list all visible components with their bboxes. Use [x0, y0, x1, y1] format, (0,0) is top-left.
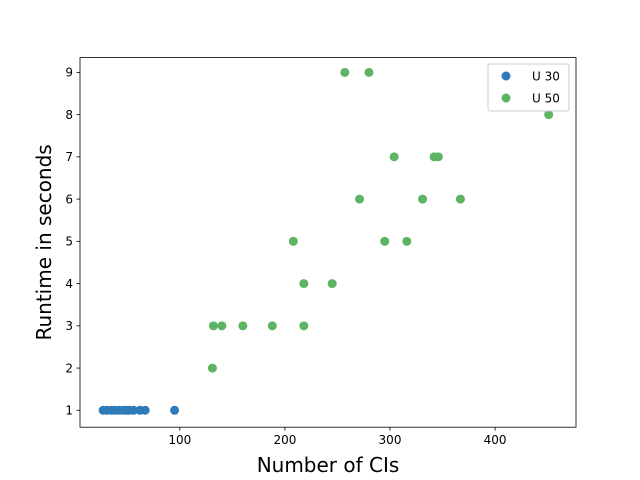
data-points: [98, 67, 554, 415]
y-tick-label: 5: [65, 235, 73, 249]
data-point-u50: [217, 321, 227, 331]
legend: U 30 U 50: [487, 63, 570, 112]
data-point-u50: [288, 236, 298, 246]
data-point-u30: [170, 405, 180, 415]
x-tick-label: 400: [484, 433, 507, 447]
legend-label-u30: U 30: [532, 70, 560, 84]
data-point-u50: [364, 67, 374, 77]
plot-background: [80, 57, 576, 428]
data-point-u50: [299, 321, 309, 331]
data-point-u50: [544, 110, 554, 120]
y-tick-label: 9: [65, 66, 73, 80]
data-point-u50: [340, 67, 350, 77]
data-point-u50: [455, 194, 465, 204]
y-tick-label: 6: [65, 192, 73, 206]
y-axis-ticks: 1 2 3 4 5 6 7 8 9: [65, 66, 80, 418]
data-point-u50: [380, 236, 390, 246]
y-tick-label: 2: [65, 361, 73, 375]
data-point-u30: [140, 405, 150, 415]
data-point-u50: [238, 321, 248, 331]
y-tick-label: 3: [65, 319, 73, 333]
legend-marker-u50: [501, 93, 511, 103]
y-axis-label: Runtime in seconds: [32, 144, 56, 340]
data-point-u50: [433, 152, 443, 162]
data-point-u50: [207, 363, 217, 373]
x-axis-label: Number of CIs: [257, 453, 400, 477]
data-point-u50: [327, 279, 337, 289]
y-tick-label: 1: [65, 404, 73, 418]
plot-frame: [79, 57, 577, 428]
data-point-u50: [402, 236, 412, 246]
data-point-u50: [299, 279, 309, 289]
x-tick-label: 200: [273, 433, 296, 447]
y-tick-label: 4: [65, 277, 73, 291]
x-axis-ticks: 100 200 300 400: [168, 427, 507, 447]
legend-label-u50: U 50: [532, 92, 560, 106]
data-point-u50: [355, 194, 365, 204]
y-tick-label: 7: [65, 150, 73, 164]
data-point-u50: [389, 152, 399, 162]
x-tick-label: 100: [168, 433, 191, 447]
y-tick-label: 8: [65, 108, 73, 122]
data-point-u30: [129, 405, 139, 415]
data-point-u50: [208, 321, 218, 331]
x-tick-label: 300: [379, 433, 402, 447]
data-point-u50: [418, 194, 428, 204]
legend-marker-u30: [501, 71, 511, 81]
plot-area: [79, 57, 577, 428]
data-point-u50: [267, 321, 277, 331]
